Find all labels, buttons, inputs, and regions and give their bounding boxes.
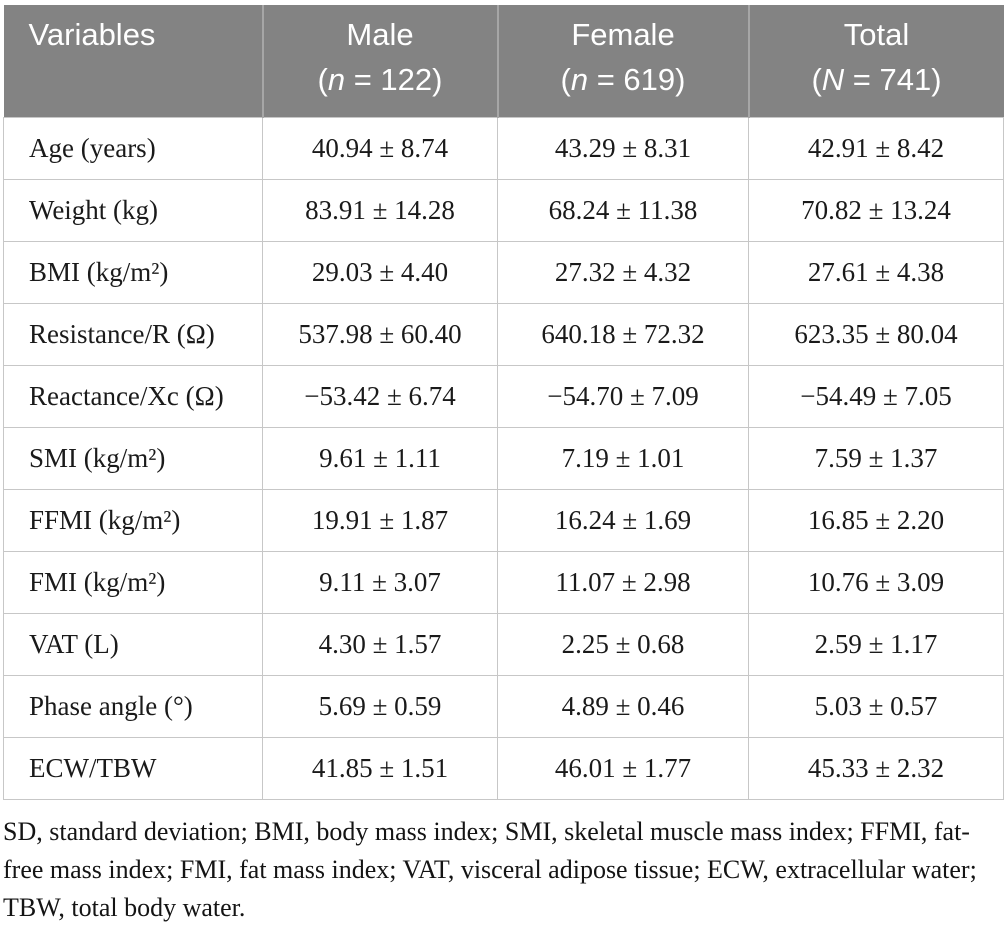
- total-value-cell: 27.61 ± 4.38: [748, 241, 1004, 304]
- total-value-cell: 42.91 ± 8.42: [748, 117, 1004, 180]
- female-value-cell: 46.01 ± 1.77: [497, 737, 749, 800]
- male-value-cell: 41.85 ± 1.51: [262, 737, 498, 800]
- table-body: Age (years) 40.94 ± 8.74 43.29 ± 8.31 42…: [3, 117, 1004, 800]
- header-total: Total (N = 741): [747, 5, 1004, 118]
- variable-cell: FMI (kg/m²): [3, 551, 263, 614]
- variable-cell: Resistance/R (Ω): [3, 303, 263, 366]
- paren-open: (: [560, 62, 571, 97]
- female-value-cell: 27.32 ± 4.32: [497, 241, 749, 304]
- descriptive-statistics-table: Variables Male (n = 122) Female (n = 619…: [3, 5, 1004, 800]
- variable-cell: SMI (kg/m²): [3, 427, 263, 490]
- male-value-cell: 9.11 ± 3.07: [262, 551, 498, 614]
- female-value-cell: 4.89 ± 0.46: [497, 675, 749, 738]
- male-value-cell: 40.94 ± 8.74: [262, 117, 498, 180]
- header-title: Male: [346, 17, 414, 52]
- female-value-cell: 640.18 ± 72.32: [497, 303, 749, 366]
- header-count: (n = 619): [499, 57, 748, 102]
- table-footnote: SD, standard deviation; BMI, body mass i…: [3, 817, 977, 922]
- total-value-cell: −54.49 ± 7.05: [748, 365, 1004, 428]
- table-row: FMI (kg/m²) 9.11 ± 3.07 11.07 ± 2.98 10.…: [3, 551, 1004, 614]
- male-value-cell: −53.42 ± 6.74: [262, 365, 498, 428]
- table-row: Weight (kg) 83.91 ± 14.28 68.24 ± 11.38 …: [3, 179, 1004, 242]
- female-value-cell: 43.29 ± 8.31: [497, 117, 749, 180]
- variable-cell: Weight (kg): [3, 179, 263, 242]
- female-value-cell: 7.19 ± 1.01: [497, 427, 749, 490]
- variable-cell: Age (years): [3, 117, 263, 180]
- count-value: = 619): [588, 62, 686, 97]
- variable-cell: Phase angle (°): [3, 675, 263, 738]
- female-value-cell: −54.70 ± 7.09: [497, 365, 749, 428]
- header-title: Total: [843, 17, 910, 52]
- variable-cell: FFMI (kg/m²): [3, 489, 263, 552]
- male-value-cell: 29.03 ± 4.40: [262, 241, 498, 304]
- table-row: FFMI (kg/m²) 19.91 ± 1.87 16.24 ± 1.69 1…: [3, 489, 1004, 552]
- total-value-cell: 5.03 ± 0.57: [748, 675, 1004, 738]
- total-value-cell: 10.76 ± 3.09: [748, 551, 1004, 614]
- total-value-cell: 45.33 ± 2.32: [748, 737, 1004, 800]
- table-row: Reactance/Xc (Ω) −53.42 ± 6.74 −54.70 ± …: [3, 365, 1004, 428]
- header-title: Female: [571, 17, 675, 52]
- total-value-cell: 623.35 ± 80.04: [748, 303, 1004, 366]
- paren-open: (: [811, 62, 822, 97]
- table-row: BMI (kg/m²) 29.03 ± 4.40 27.32 ± 4.32 27…: [3, 241, 1004, 304]
- female-value-cell: 16.24 ± 1.69: [497, 489, 749, 552]
- variable-cell: VAT (L): [3, 613, 263, 676]
- male-value-cell: 5.69 ± 0.59: [262, 675, 498, 738]
- female-value-cell: 11.07 ± 2.98: [497, 551, 749, 614]
- count-value: = 741): [844, 62, 942, 97]
- table-row: VAT (L) 4.30 ± 1.57 2.25 ± 0.68 2.59 ± 1…: [3, 613, 1004, 676]
- table-row: ECW/TBW 41.85 ± 1.51 46.01 ± 1.77 45.33 …: [3, 737, 1004, 800]
- table-row: Resistance/R (Ω) 537.98 ± 60.40 640.18 ±…: [3, 303, 1004, 366]
- male-value-cell: 83.91 ± 14.28: [262, 179, 498, 242]
- male-value-cell: 19.91 ± 1.87: [262, 489, 498, 552]
- variable-cell: Reactance/Xc (Ω): [3, 365, 263, 428]
- total-value-cell: 2.59 ± 1.17: [748, 613, 1004, 676]
- count-value: = 122): [345, 62, 443, 97]
- header-female: Female (n = 619): [496, 5, 749, 118]
- header-count: (n = 122): [264, 57, 497, 102]
- male-value-cell: 537.98 ± 60.40: [262, 303, 498, 366]
- variable-cell: ECW/TBW: [3, 737, 263, 800]
- count-variable: N: [821, 62, 845, 97]
- table-row: SMI (kg/m²) 9.61 ± 1.11 7.19 ± 1.01 7.59…: [3, 427, 1004, 490]
- table-row: Phase angle (°) 5.69 ± 0.59 4.89 ± 0.46 …: [3, 675, 1004, 738]
- table-header: Variables Male (n = 122) Female (n = 619…: [3, 5, 1004, 118]
- total-value-cell: 7.59 ± 1.37: [748, 427, 1004, 490]
- total-value-cell: 70.82 ± 13.24: [748, 179, 1004, 242]
- header-count: (N = 741): [750, 57, 1004, 102]
- header-variables: Variables: [3, 5, 263, 118]
- female-value-cell: 2.25 ± 0.68: [497, 613, 749, 676]
- paren-open: (: [317, 62, 328, 97]
- female-value-cell: 68.24 ± 11.38: [497, 179, 749, 242]
- count-variable: n: [570, 62, 589, 97]
- count-variable: n: [327, 62, 346, 97]
- header-male: Male (n = 122): [261, 5, 498, 118]
- header-title: Variables: [28, 17, 156, 52]
- variable-cell: BMI (kg/m²): [3, 241, 263, 304]
- table-row: Age (years) 40.94 ± 8.74 43.29 ± 8.31 42…: [3, 117, 1004, 180]
- male-value-cell: 9.61 ± 1.11: [262, 427, 498, 490]
- total-value-cell: 16.85 ± 2.20: [748, 489, 1004, 552]
- male-value-cell: 4.30 ± 1.57: [262, 613, 498, 676]
- header-row: Variables Male (n = 122) Female (n = 619…: [3, 5, 1004, 118]
